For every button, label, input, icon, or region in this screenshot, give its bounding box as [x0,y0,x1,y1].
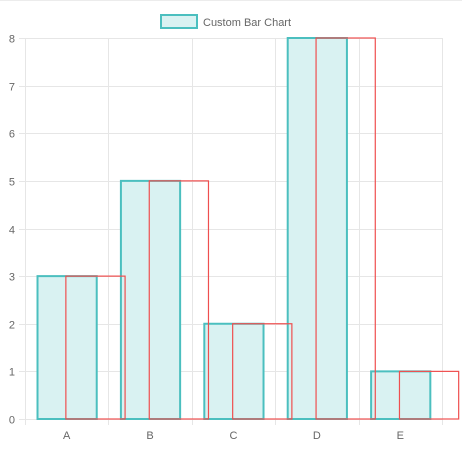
y-tick-label: 0 [9,415,15,427]
y-axis: 0 1 2 3 4 5 6 7 8 [9,34,15,427]
bar-red-outline-E[interactable] [398,370,460,420]
legend[interactable]: Custom Bar Chart [160,14,291,29]
legend-label[interactable]: Custom Bar Chart [203,17,291,29]
bar-teal-B[interactable] [119,179,182,420]
x-tick-label: D [313,430,321,442]
grid-layer [19,38,443,425]
y-tick-label: 3 [9,272,15,284]
y-tick-label: 6 [9,129,15,141]
bar-teal-A[interactable] [36,275,98,420]
bar-teal-D[interactable] [286,37,348,420]
y-tick-label: 8 [9,34,15,46]
bar-red-outline-B[interactable] [148,180,210,420]
bar-red-outline-A[interactable] [65,275,126,420]
bar-red-outline-D[interactable] [315,37,376,420]
x-tick-label: E [397,430,404,442]
y-tick-label: 5 [9,177,15,189]
bar-teal-E[interactable] [370,370,432,420]
legend-swatch[interactable] [160,14,198,29]
bars [36,37,460,420]
y-tick-label: 1 [9,367,15,379]
x-tick-label: C [230,430,238,442]
y-tick-label: 4 [9,225,15,237]
bar-red-outline-C[interactable] [232,323,293,420]
y-tick-label: 2 [9,320,15,332]
x-tick-label: A [63,430,71,442]
x-axis: A B C D E [63,430,404,442]
bar-teal-C[interactable] [203,322,265,420]
y-tick-label: 7 [9,82,15,94]
x-tick-label: B [146,430,153,442]
